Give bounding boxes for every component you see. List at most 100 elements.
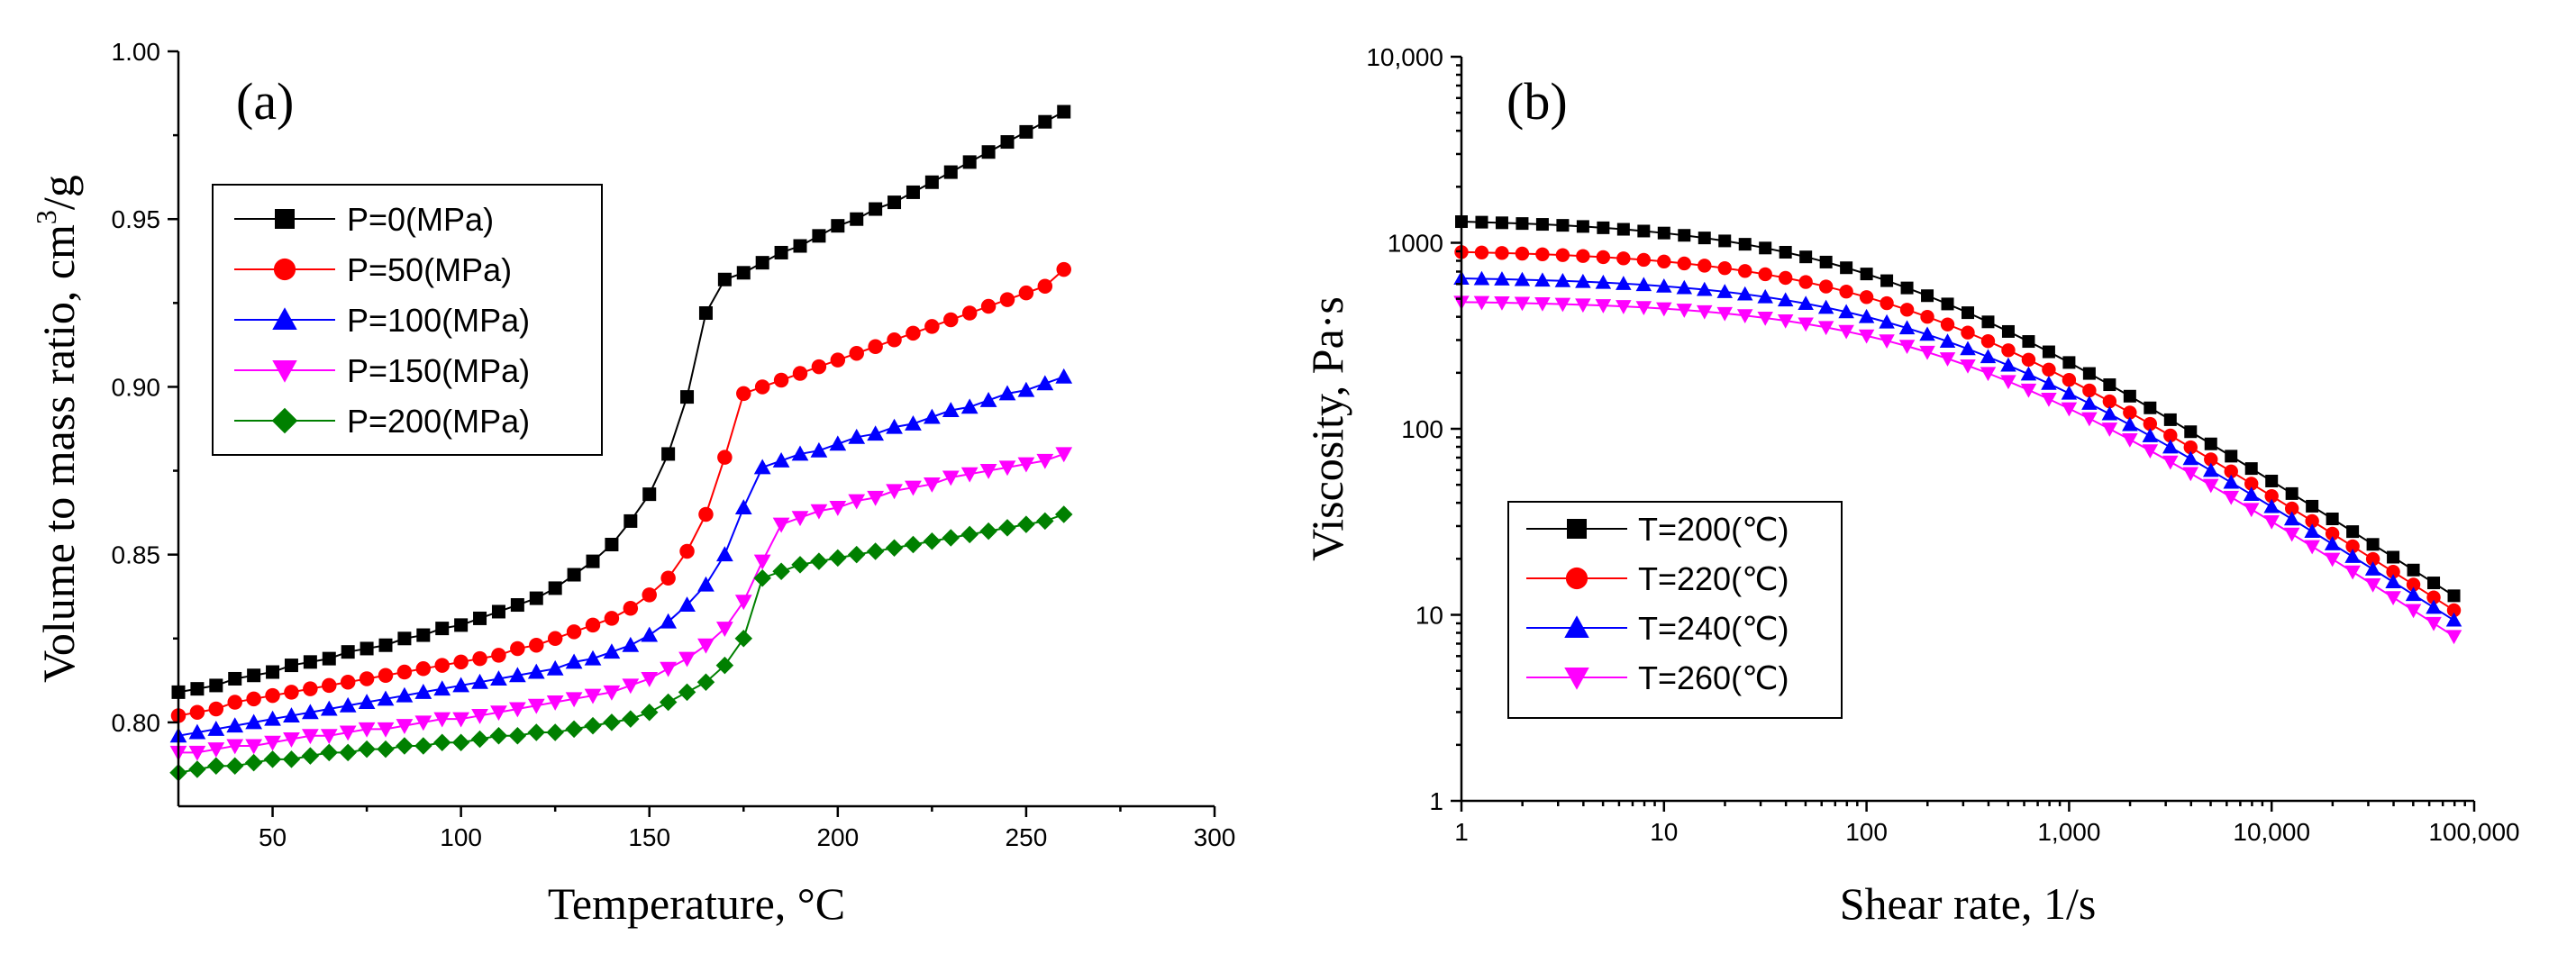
data-point (1055, 368, 1073, 384)
data-point (868, 339, 883, 355)
data-point (1920, 310, 1934, 324)
data-point (320, 743, 339, 762)
panel-a-y-title-main: Volume to mass ratio, cm (33, 224, 84, 683)
x-tick-label: 300 (1194, 823, 1236, 851)
legend-marker (272, 307, 297, 330)
data-point (734, 595, 752, 611)
data-point (2364, 577, 2381, 593)
data-point (603, 643, 621, 659)
data-point (207, 742, 225, 759)
data-point (1879, 334, 1895, 349)
data-point (360, 641, 374, 656)
legend-label: T=220(℃) (1638, 560, 1789, 597)
data-point (736, 386, 751, 402)
data-point (1900, 281, 1914, 295)
data-point (491, 604, 505, 619)
data-point (848, 494, 866, 510)
panel-b-chart: 1 10 100 1,000 10,000 100,000 1 10 100 1000 10,00… (1302, 43, 2520, 929)
data-point (1818, 279, 1834, 294)
data-point (753, 568, 771, 587)
data-point (414, 683, 432, 699)
data-point (999, 292, 1015, 307)
panel-a-data-marks (169, 104, 1073, 782)
data-point (791, 445, 809, 461)
data-point (1960, 341, 1976, 356)
data-point (960, 467, 979, 483)
data-point (1036, 375, 1054, 391)
data-point (1777, 314, 1794, 329)
data-point (470, 730, 489, 749)
x-tick-label: 100,000 (2428, 818, 2519, 846)
panel-a-chart: 50 100 150 200 250 300 0.80 0.85 0.90 0.95 1.00 T… (30, 38, 1235, 929)
data-point (753, 554, 771, 570)
data-point (2204, 437, 2217, 450)
data-point (604, 611, 620, 626)
legend-marker (273, 258, 296, 281)
data-point (567, 568, 581, 582)
data-point (227, 695, 242, 710)
data-point (2184, 425, 2198, 439)
panel-a-x-ticks: 50 100 150 200 250 300 (259, 806, 1235, 851)
data-point (2162, 439, 2179, 454)
data-point (1676, 279, 1693, 295)
data-point (358, 694, 376, 710)
data-point (1534, 297, 1551, 312)
data-point (454, 618, 469, 632)
data-point (791, 511, 809, 527)
data-point (377, 690, 395, 706)
data-point (322, 651, 336, 666)
data-point (471, 673, 488, 689)
data-point (923, 477, 941, 493)
data-point (1980, 334, 1996, 349)
data-point (696, 673, 715, 691)
y-tick-label: 0.90 (112, 373, 161, 401)
data-point (1055, 447, 1073, 463)
data-point (586, 554, 600, 568)
data-point (943, 165, 958, 179)
data-point (2020, 383, 2037, 398)
data-point (2364, 561, 2381, 576)
data-point (605, 537, 619, 551)
data-point (1717, 260, 1732, 276)
legend-entry: T=220(℃) (1526, 560, 1789, 597)
data-point (188, 745, 206, 761)
data-point (1879, 313, 1895, 329)
data-point (2244, 462, 2258, 476)
data-point (2022, 335, 2035, 349)
data-point (414, 715, 432, 731)
data-point (2103, 378, 2116, 392)
data-point (829, 549, 847, 568)
data-point (885, 539, 904, 557)
panel-b-x-axis-title: Shear rate, 1/s (1840, 878, 2097, 929)
data-point (2081, 412, 2098, 427)
data-point (546, 695, 564, 711)
x-tick-label: 1,000 (2037, 818, 2100, 846)
data-point (979, 522, 997, 541)
legend-entry: P=200(MPa) (234, 403, 530, 440)
data-point (265, 687, 280, 704)
data-point (473, 611, 487, 625)
data-point (754, 379, 770, 395)
data-point (1514, 271, 1531, 286)
series-square (1455, 215, 2461, 603)
y-tick-label: 100 (1401, 415, 1443, 443)
data-point (2385, 591, 2401, 605)
data-point (282, 750, 301, 768)
data-point (1860, 268, 1873, 281)
data-point (1494, 296, 1510, 311)
data-point (1657, 226, 1670, 240)
panel-b-data-marks (1453, 215, 2462, 645)
legend-marker (1565, 567, 1588, 590)
data-point (2062, 356, 2076, 369)
data-point (2041, 393, 2057, 407)
data-point (678, 651, 696, 668)
legend-label: T=200(℃) (1638, 511, 1789, 548)
data-point (320, 700, 338, 716)
data-point (1576, 249, 1590, 263)
data-point (1738, 264, 1752, 278)
data-point (2163, 413, 2177, 426)
data-point (1858, 308, 1875, 323)
data-point (208, 701, 224, 717)
data-point (322, 677, 337, 694)
data-point (2386, 565, 2400, 579)
